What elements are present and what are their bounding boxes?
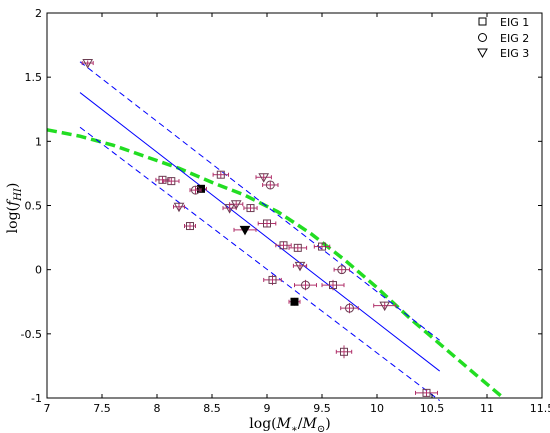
data-point [292, 261, 308, 272]
square-marker [422, 388, 431, 397]
square-marker [279, 241, 288, 250]
square-marker [246, 204, 255, 213]
y-tick-label: -1 [31, 392, 42, 405]
square-marker-icon [478, 17, 487, 26]
triangle-down-marker [379, 301, 391, 312]
data-point [333, 265, 350, 275]
square-marker [263, 219, 271, 228]
data-point [163, 177, 180, 186]
x-tick-label: 9.5 [313, 402, 331, 415]
square-marker [318, 242, 326, 251]
data-point [262, 180, 279, 190]
y-tick-label: 1.5 [25, 71, 43, 84]
data-point [275, 241, 292, 250]
y-axis-title: log(fHI) [5, 183, 24, 234]
triangle-down-marker-icon [477, 48, 488, 59]
square-marker [158, 175, 167, 184]
triangle-down-marker [294, 261, 306, 272]
triangle-down-marker [230, 200, 242, 210]
legend-label-eig1: EIG 1 [500, 16, 529, 29]
data-point [81, 59, 94, 69]
fit-line [79, 92, 441, 372]
circle-marker [191, 185, 200, 195]
plot-frame [46, 12, 543, 399]
y-tick-label: 1 [35, 135, 42, 148]
square-marker [293, 243, 302, 252]
data-point [313, 242, 331, 251]
square-marker [268, 275, 277, 284]
square-marker [290, 297, 299, 306]
data-point [173, 202, 185, 213]
fit-upper-bound [79, 61, 441, 341]
circle-marker [345, 303, 354, 313]
legend: EIG 1 EIG 2 EIG 3 [477, 16, 529, 60]
model-curve-layer [46, 128, 505, 400]
data-point [155, 175, 170, 184]
data-point [335, 345, 353, 359]
circle-marker [337, 265, 347, 275]
legend-item-eig2: EIG 2 [478, 32, 529, 45]
x-tick-label: 7.5 [93, 402, 111, 415]
data-point [233, 225, 257, 236]
data-point [212, 170, 229, 179]
model-curve [46, 128, 505, 400]
x-tick-label: 11 [480, 402, 494, 415]
axis-ticks [46, 12, 543, 399]
data-point [340, 303, 359, 314]
data-point [288, 297, 301, 306]
triangle-down-marker [258, 173, 270, 183]
x-tick-label: 8.5 [203, 402, 221, 415]
circle-marker-icon [478, 33, 487, 42]
fit-lower-bound [79, 126, 441, 401]
legend-label-eig2: EIG 2 [500, 32, 529, 45]
y-tick-label: 2 [35, 7, 42, 20]
x-tick-label: 9 [264, 402, 271, 415]
data-point [243, 204, 258, 213]
legend-item-eig1: EIG 1 [478, 16, 529, 29]
y-tick-label: 0.5 [25, 200, 43, 213]
x-tick-label: 10.5 [420, 402, 445, 415]
x-axis-title: log(M∗/M⊙) [249, 416, 330, 433]
x-tick-label: 7 [44, 402, 51, 415]
data-point [373, 301, 397, 312]
square-marker [329, 281, 337, 290]
circle-marker [265, 180, 275, 190]
x-tick-label: 10 [370, 402, 384, 415]
data-point [321, 279, 345, 291]
square-marker [216, 170, 225, 179]
legend-item-eig3: EIG 3 [477, 47, 529, 60]
x-tick-label: 8 [154, 402, 161, 415]
data-point [255, 173, 272, 183]
data-points-layer [81, 59, 438, 397]
triangle-down-marker [173, 202, 185, 213]
square-marker [186, 222, 194, 231]
triangle-down-marker [239, 225, 251, 236]
x-tick-label: 11.5 [530, 402, 550, 415]
square-marker [340, 347, 348, 356]
data-point [288, 243, 308, 252]
data-point [229, 200, 244, 210]
circle-marker [301, 280, 310, 290]
data-point [415, 388, 438, 397]
data-point [184, 222, 196, 231]
legend-label-eig3: EIG 3 [500, 47, 529, 60]
square-marker [167, 177, 176, 186]
data-point [263, 274, 282, 286]
data-point [189, 185, 202, 195]
triangle-down-marker [82, 59, 94, 69]
data-point [257, 219, 277, 228]
data-point [294, 279, 317, 291]
y-tick-label: -0.5 [21, 328, 42, 341]
y-tick-label: 0 [35, 264, 42, 277]
fit-lines-layer [79, 61, 441, 401]
